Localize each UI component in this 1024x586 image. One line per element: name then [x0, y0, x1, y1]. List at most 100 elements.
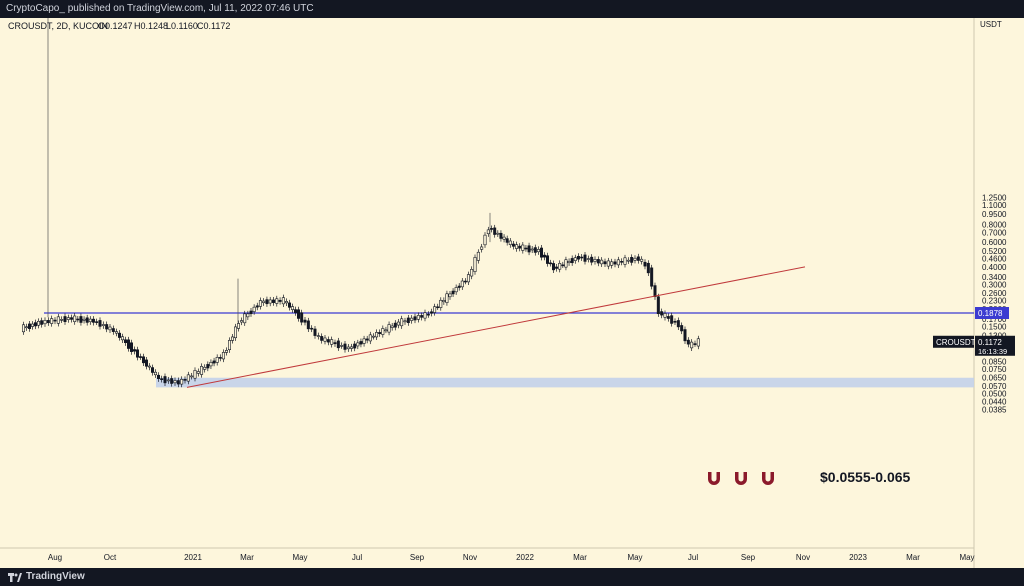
candle — [284, 301, 288, 304]
candle — [166, 379, 170, 382]
x-tick-label: Aug — [48, 553, 62, 562]
candle — [430, 311, 434, 314]
candle — [231, 336, 235, 341]
candle — [163, 376, 167, 384]
candle — [466, 274, 470, 283]
candle — [410, 317, 414, 321]
candle — [76, 318, 80, 321]
candle — [88, 318, 92, 323]
candle — [40, 320, 44, 325]
candle — [483, 234, 487, 246]
candle — [176, 380, 180, 385]
last-price-tag-bg — [975, 335, 1015, 356]
candle — [130, 342, 134, 352]
y-tick-label: 0.0440 — [982, 398, 1007, 407]
candle — [160, 378, 164, 380]
ohlc-l: L0.1160 — [166, 21, 198, 31]
candle — [148, 365, 152, 368]
candle — [200, 366, 204, 375]
candle — [359, 341, 363, 345]
candle — [50, 318, 54, 324]
candle — [670, 315, 674, 324]
top-bar: CryptoCapo_ published on TradingView.com… — [0, 0, 1024, 18]
y-tick-label: 0.5200 — [982, 247, 1007, 256]
y-tick-label: 1.2500 — [982, 193, 1007, 202]
candle — [173, 380, 177, 384]
candle — [281, 297, 285, 305]
candle — [203, 366, 207, 370]
candle — [533, 247, 537, 253]
candle — [303, 319, 307, 323]
candle — [486, 229, 490, 235]
candle — [313, 328, 317, 336]
candle — [570, 258, 574, 264]
candle — [561, 264, 565, 267]
y-tick-label: 0.4600 — [982, 254, 1007, 263]
candle — [154, 371, 158, 376]
brand-name: TradingView — [26, 571, 85, 582]
candle — [567, 260, 571, 264]
candle — [406, 317, 410, 323]
candle — [593, 259, 597, 262]
candle — [690, 341, 694, 349]
candle — [650, 267, 654, 287]
candle — [56, 316, 60, 324]
x-tick-label: Mar — [573, 553, 587, 562]
candle — [145, 359, 149, 367]
candle — [463, 280, 467, 283]
y-tick-label: 0.8000 — [982, 221, 1007, 230]
candle — [508, 240, 512, 245]
candle — [127, 339, 131, 349]
candle — [476, 251, 480, 261]
candle — [228, 340, 232, 351]
candle — [600, 259, 604, 265]
candle — [30, 323, 34, 327]
candle — [396, 321, 400, 326]
candle — [265, 299, 269, 305]
candle — [393, 322, 397, 328]
candle — [157, 374, 161, 379]
candle — [215, 357, 219, 363]
candle — [73, 315, 77, 322]
y-tick-label: 0.4000 — [982, 263, 1007, 272]
x-tick-label: Jul — [352, 553, 362, 562]
x-tick-label: 2021 — [184, 553, 202, 562]
candle — [350, 346, 354, 349]
y-tick-label: 0.0650 — [982, 374, 1007, 383]
candle — [683, 329, 687, 342]
x-tick-label: May — [292, 553, 307, 562]
candle — [105, 324, 109, 330]
candle — [551, 263, 555, 271]
candle — [548, 262, 552, 265]
candle — [343, 343, 347, 350]
candle — [237, 323, 241, 329]
chart-area[interactable]: $0.0555-0.065 USDT 1.2500 1.1000 0.9500 0.800… — [0, 18, 1024, 568]
candle — [82, 318, 86, 321]
candle — [346, 346, 350, 350]
candle — [206, 364, 210, 369]
x-tick-label: Nov — [463, 553, 477, 562]
candle — [423, 312, 427, 319]
candle — [696, 338, 700, 347]
candle — [413, 316, 417, 321]
candle — [326, 339, 330, 343]
candle — [278, 299, 282, 302]
ohlc-h: H0.1248 — [134, 21, 168, 31]
candle — [183, 379, 187, 381]
candle — [390, 325, 394, 328]
y-tick-label: 1.1000 — [982, 201, 1007, 210]
candle — [499, 232, 503, 239]
currency-label: USDT — [980, 20, 1002, 29]
candle — [66, 317, 70, 320]
candle — [480, 246, 484, 250]
zone-label: $0.0555-0.065 — [820, 469, 911, 485]
candle — [95, 321, 99, 323]
candle — [610, 261, 614, 266]
candle — [91, 318, 95, 323]
y-tick-label: 0.0500 — [982, 390, 1007, 399]
y-tick-label: 0.0850 — [982, 357, 1007, 366]
candle — [196, 371, 200, 374]
candle — [493, 227, 497, 235]
candle — [46, 320, 50, 324]
